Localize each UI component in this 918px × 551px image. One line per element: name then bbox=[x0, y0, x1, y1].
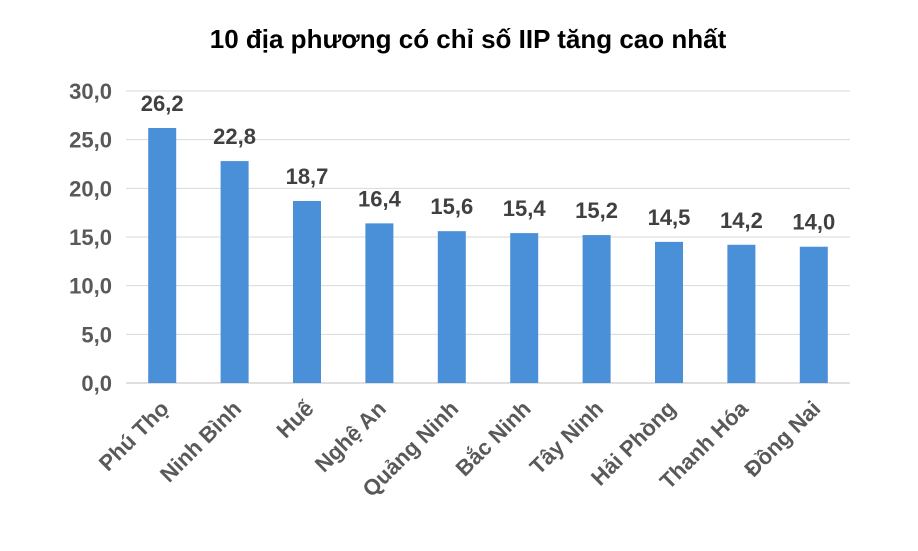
category-label: Đồng Nai bbox=[739, 396, 825, 482]
bar bbox=[655, 241, 683, 383]
chart-title: 10 địa phương có chỉ số IIP tăng cao nhấ… bbox=[210, 24, 727, 54]
y-tick-label: 25,0 bbox=[69, 128, 112, 153]
bar bbox=[510, 233, 539, 383]
y-tick-label: 30,0 bbox=[69, 79, 112, 104]
bar bbox=[582, 235, 611, 383]
category-label: Bắc Ninh bbox=[451, 396, 536, 481]
data-label: 26,2 bbox=[141, 91, 184, 116]
bar bbox=[437, 231, 466, 383]
data-label: 14,2 bbox=[720, 208, 763, 233]
bar bbox=[148, 127, 177, 383]
data-label: 14,5 bbox=[648, 205, 691, 230]
data-label: 14,0 bbox=[792, 210, 835, 235]
data-label: 22,8 bbox=[213, 124, 256, 149]
y-tick-label: 5,0 bbox=[81, 322, 112, 347]
data-label: 15,2 bbox=[575, 198, 618, 223]
data-label: 16,4 bbox=[358, 186, 402, 211]
bar bbox=[293, 200, 321, 383]
data-label: 15,4 bbox=[503, 196, 547, 221]
bar bbox=[799, 246, 828, 383]
y-axis-ticks: 0,0 5,0 10,0 15,0 20,0 25,0 30,0 bbox=[69, 79, 112, 396]
bar bbox=[220, 161, 249, 383]
y-tick-label: 10,0 bbox=[69, 274, 112, 299]
bar bbox=[365, 223, 394, 383]
y-tick-label: 0,0 bbox=[81, 371, 112, 396]
data-labels: 26,2 22,8 18,7 16,4 15,6 15,4 15,2 14,5 14,2 14,0 bbox=[141, 91, 835, 235]
category-label: Huế bbox=[271, 395, 319, 443]
bars bbox=[148, 127, 828, 383]
data-label: 18,7 bbox=[286, 164, 329, 189]
y-tick-label: 15,0 bbox=[69, 225, 112, 250]
data-label: 15,6 bbox=[430, 194, 473, 219]
bar bbox=[727, 244, 756, 383]
y-tick-label: 20,0 bbox=[69, 176, 112, 201]
